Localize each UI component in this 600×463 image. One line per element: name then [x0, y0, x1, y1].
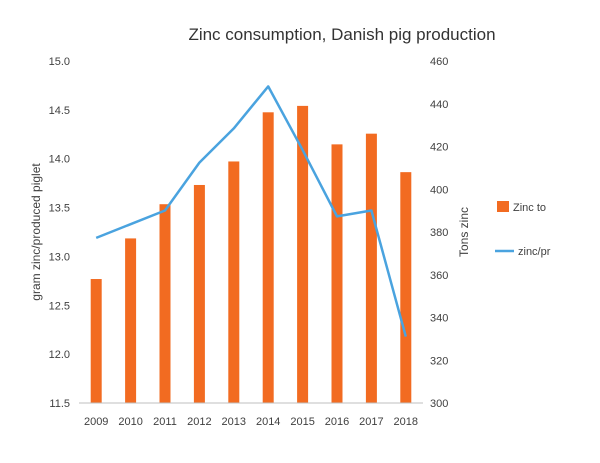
left-tick-label: 11.5: [49, 398, 70, 410]
left-tick-label: 13.0: [49, 251, 70, 263]
left-tick-label: 12.0: [49, 349, 70, 361]
left-tick-label: 14.0: [49, 154, 70, 166]
bar: [365, 133, 377, 404]
right-tick-label: 400: [430, 184, 448, 196]
bar: [297, 105, 309, 403]
left-tick-label: 14.5: [49, 105, 70, 117]
left-y-axis: 11.5 12.0 12.5 13.0 13.5 14.0 14.5 15.0: [49, 56, 70, 410]
right-tick-label: 420: [430, 142, 448, 154]
bar: [125, 238, 137, 403]
x-tick-label: 2014: [256, 416, 280, 428]
line-path: [95, 85, 408, 337]
legend-bar-swatch: [497, 201, 509, 212]
right-tick-label: 360: [430, 270, 448, 282]
right-tick-label: 300: [430, 398, 448, 410]
x-tick-label: 2018: [394, 416, 418, 428]
chart-title: Zinc consumption, Danish pig production: [188, 25, 495, 44]
x-tick-label: 2011: [153, 416, 177, 428]
bar: [193, 184, 205, 403]
x-tick-label: 2016: [325, 416, 349, 428]
right-tick-label: 440: [430, 99, 448, 111]
right-tick-label: 340: [430, 313, 448, 325]
x-tick-label: 2012: [187, 416, 211, 428]
left-tick-label: 12.5: [49, 300, 70, 312]
x-axis: 2009 2010 2011 2012 2013 2014 2015 2016 2017 2018: [84, 416, 418, 428]
right-axis-title: Tons zinc: [457, 207, 471, 257]
bar: [331, 144, 343, 404]
right-tick-label: 380: [430, 227, 448, 239]
x-tick-label: 2010: [118, 416, 142, 428]
legend: Zinc to zinc/pr: [495, 201, 551, 258]
x-tick-label: 2015: [290, 416, 314, 428]
left-tick-label: 15.0: [49, 56, 70, 68]
left-axis-title: gram zinc/produced piglet: [29, 163, 43, 301]
legend-label: Zinc to: [513, 202, 546, 214]
bar: [228, 161, 240, 403]
line-series: [95, 85, 408, 337]
bar: [159, 204, 171, 403]
bar-series: [90, 105, 412, 404]
x-tick-label: 2013: [222, 416, 246, 428]
right-tick-label: 460: [430, 56, 448, 68]
bar: [400, 172, 412, 403]
bar: [90, 279, 102, 403]
left-tick-label: 13.5: [49, 203, 70, 215]
bar: [262, 112, 274, 404]
x-tick-label: 2009: [84, 416, 108, 428]
right-tick-label: 320: [430, 355, 448, 367]
legend-label: zinc/pr: [518, 246, 551, 258]
x-tick-label: 2017: [359, 416, 383, 428]
right-y-axis: 300 320 340 360 380 400 420 440 460: [430, 56, 448, 410]
